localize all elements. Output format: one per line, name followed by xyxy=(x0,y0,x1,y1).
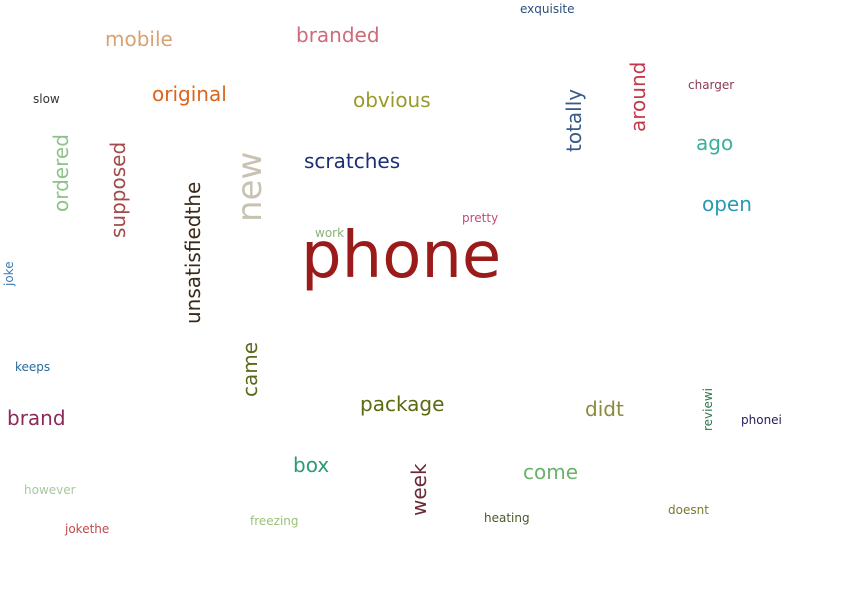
word-around: around xyxy=(626,61,650,132)
word-keeps: keeps xyxy=(15,360,51,374)
word-heating: heating xyxy=(484,511,530,525)
word-unsatisfiedthe: unsatisfiedthe xyxy=(181,181,205,324)
word-exquisite: exquisite xyxy=(520,2,575,16)
word-charger: charger xyxy=(688,78,735,92)
word-totally: totally xyxy=(562,88,586,152)
word-branded: branded xyxy=(296,23,380,47)
word-supposed: supposed xyxy=(106,141,130,238)
word-work: work xyxy=(315,226,345,240)
word-slow: slow xyxy=(33,92,60,106)
word-phone: phone xyxy=(301,219,502,293)
word-open: open xyxy=(702,192,752,216)
word-brand: brand xyxy=(7,406,66,430)
word-however: however xyxy=(24,483,76,497)
word-pretty: pretty xyxy=(462,211,499,225)
word-mobile: mobile xyxy=(105,27,173,51)
word-original: original xyxy=(152,82,227,106)
word-came: came xyxy=(238,341,262,397)
word-phonei: phonei xyxy=(741,413,782,427)
word-freezing: freezing xyxy=(250,514,299,528)
word-scratches: scratches xyxy=(304,149,401,173)
word-box: box xyxy=(293,453,330,477)
word-didt: didt xyxy=(585,397,624,421)
word-come: come xyxy=(523,460,579,484)
word-week: week xyxy=(407,463,431,516)
word-ordered: ordered xyxy=(49,134,73,212)
word-doesnt: doesnt xyxy=(668,503,709,517)
word-jokethe: jokethe xyxy=(65,522,110,536)
word-package: package xyxy=(360,392,445,416)
word-joke: joke xyxy=(2,261,16,286)
word-reviewi: reviewi xyxy=(701,387,715,431)
word-ago: ago xyxy=(696,131,734,155)
word-new: new xyxy=(230,151,270,222)
word-obvious: obvious xyxy=(353,88,431,112)
